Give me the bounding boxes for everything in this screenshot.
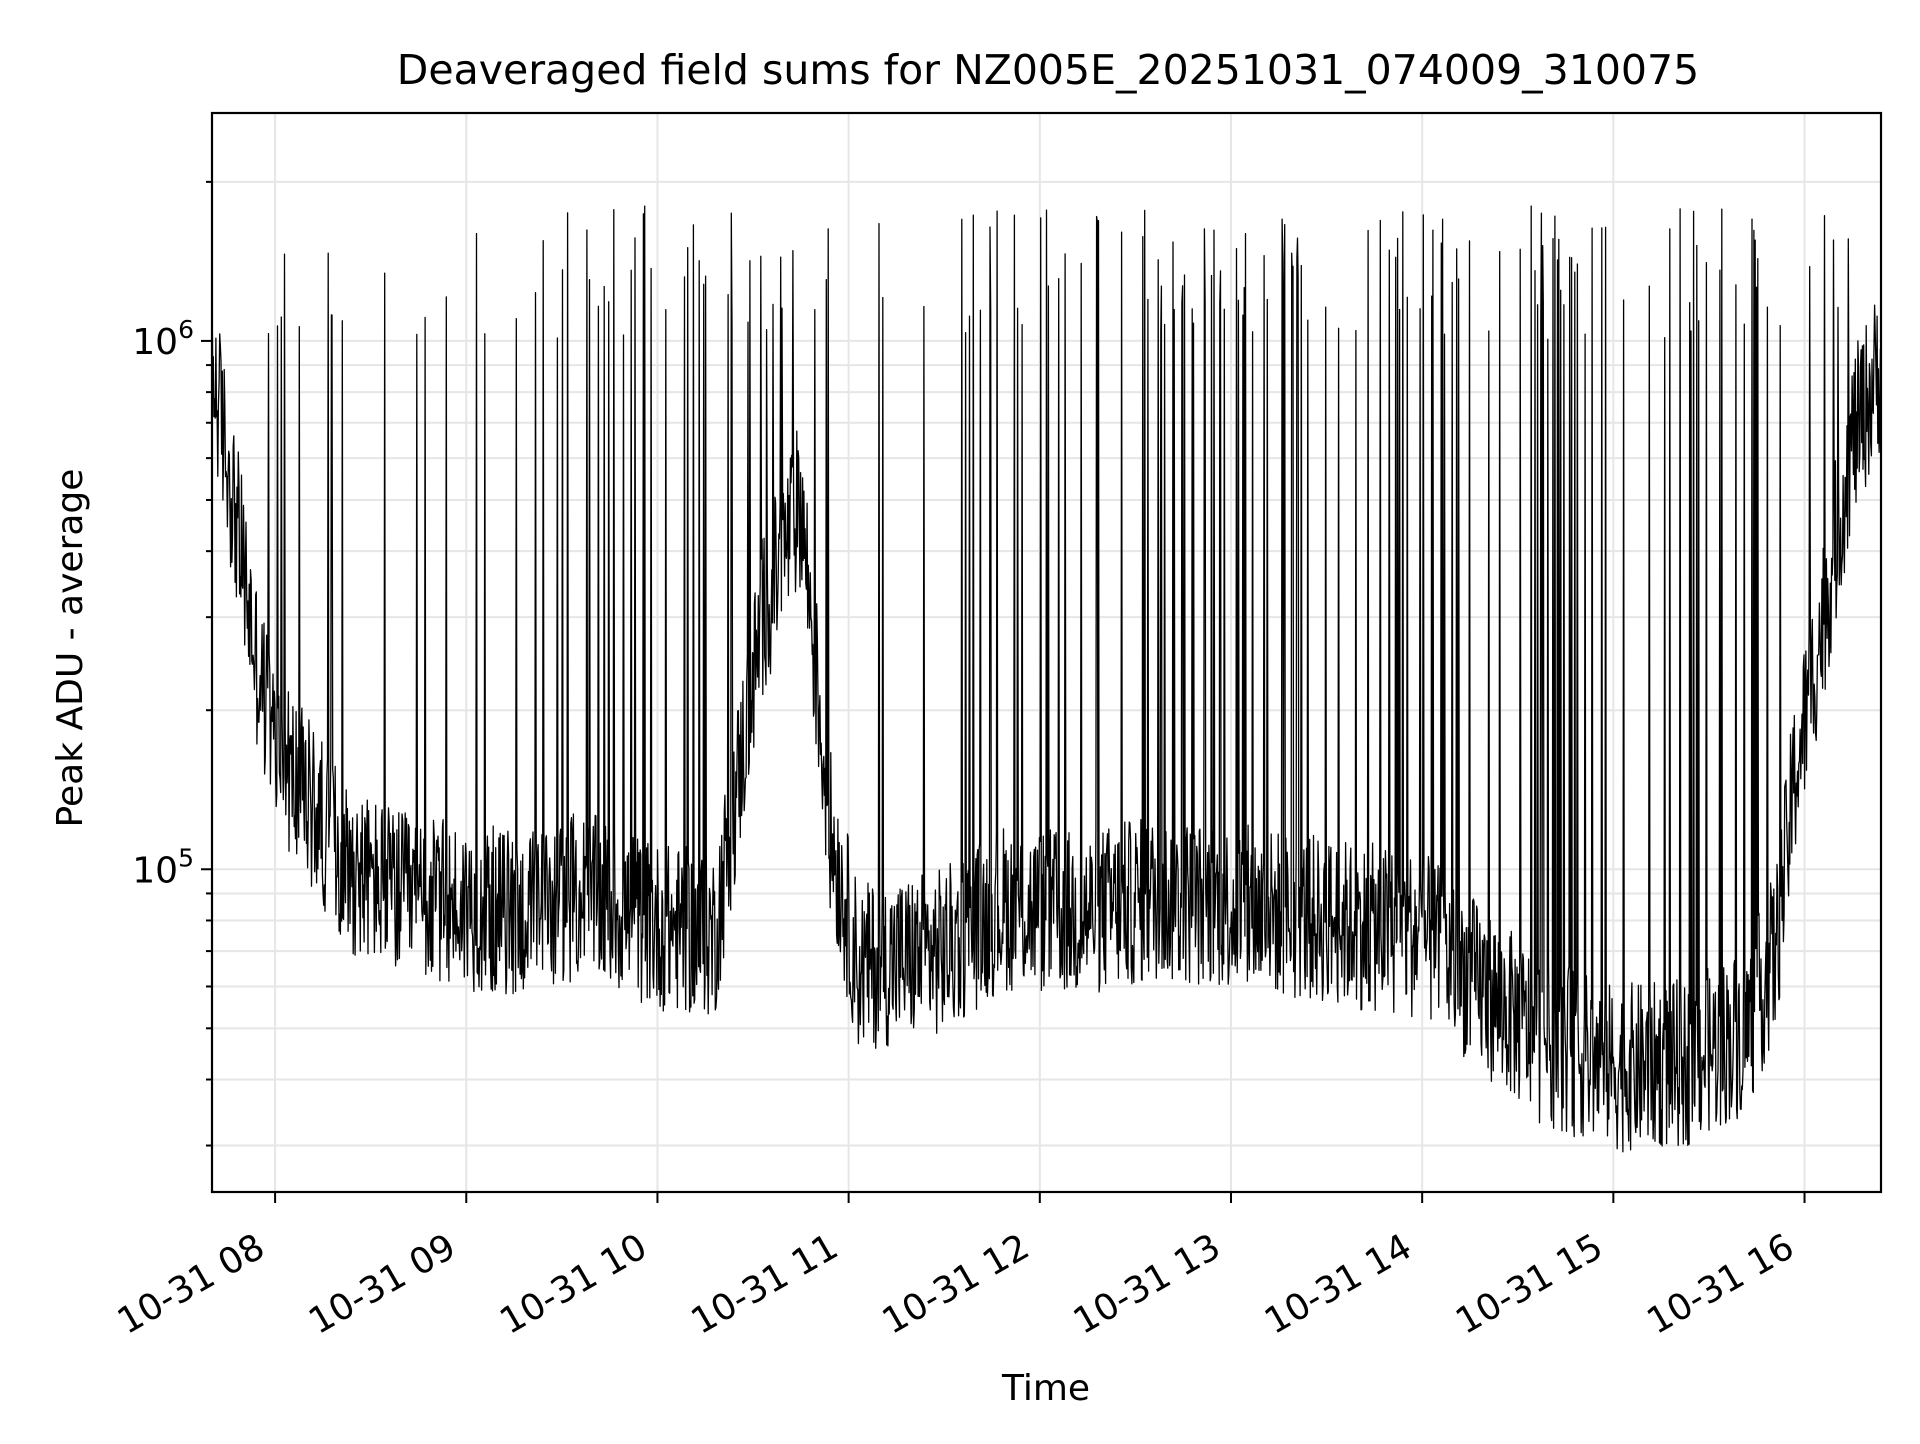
series-line bbox=[211, 205, 1882, 1153]
x-axis-label: Time bbox=[1001, 1368, 1090, 1409]
y-tick-label: 106 bbox=[132, 315, 194, 363]
series-layer bbox=[211, 205, 1882, 1153]
plot-frame bbox=[210, 111, 1883, 1194]
y-axis-label: Peak ADU - average bbox=[50, 469, 91, 828]
chart-title: Deaveraged field sums for NZ005E_2025103… bbox=[397, 46, 1699, 94]
y-tick-label: 105 bbox=[132, 843, 194, 891]
